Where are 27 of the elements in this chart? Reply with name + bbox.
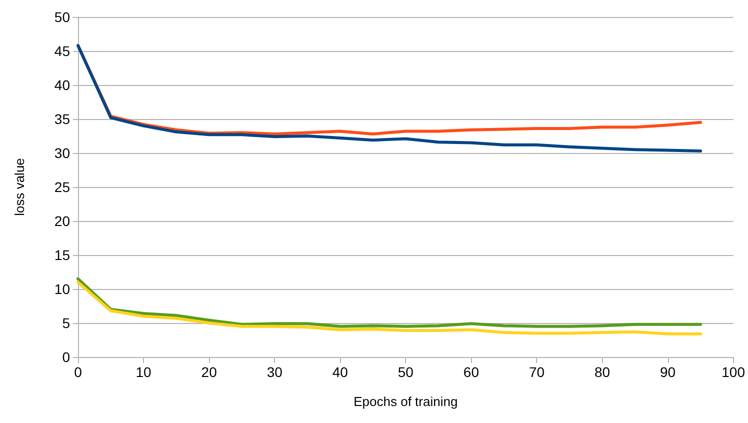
y-tick-label: 15 <box>54 247 70 263</box>
y-tick-label: 5 <box>62 315 70 331</box>
y-tick-label: 10 <box>54 281 70 297</box>
x-axis-title: Epochs of training <box>354 394 458 409</box>
y-tick-label: 30 <box>54 145 70 161</box>
y-tick-label: 50 <box>54 9 70 25</box>
y-tick-label: 25 <box>54 179 70 195</box>
x-tick-label: 20 <box>201 364 218 380</box>
x-tick-label: 70 <box>528 364 545 380</box>
y-tick-label: 40 <box>54 77 70 93</box>
line-series <box>76 277 702 328</box>
x-tick-label: 30 <box>266 364 283 380</box>
line-series <box>76 280 702 336</box>
y-tick-label: 0 <box>62 349 70 365</box>
x-tick-label: 90 <box>660 364 676 380</box>
line-series <box>76 44 702 152</box>
x-tick-label: 0 <box>74 364 82 380</box>
x-tick-label: 100 <box>722 364 746 380</box>
x-tick-label: 60 <box>463 364 480 380</box>
x-tick-label: 10 <box>136 364 152 380</box>
x-tick-label: 80 <box>594 364 610 380</box>
y-axis-title: loss value <box>12 158 27 216</box>
x-tick-label: 40 <box>332 364 348 380</box>
y-tick-label: 35 <box>54 111 70 127</box>
y-tick-label: 45 <box>54 43 70 59</box>
y-tick-label: 20 <box>54 213 70 229</box>
x-tick-label: 50 <box>398 364 414 380</box>
